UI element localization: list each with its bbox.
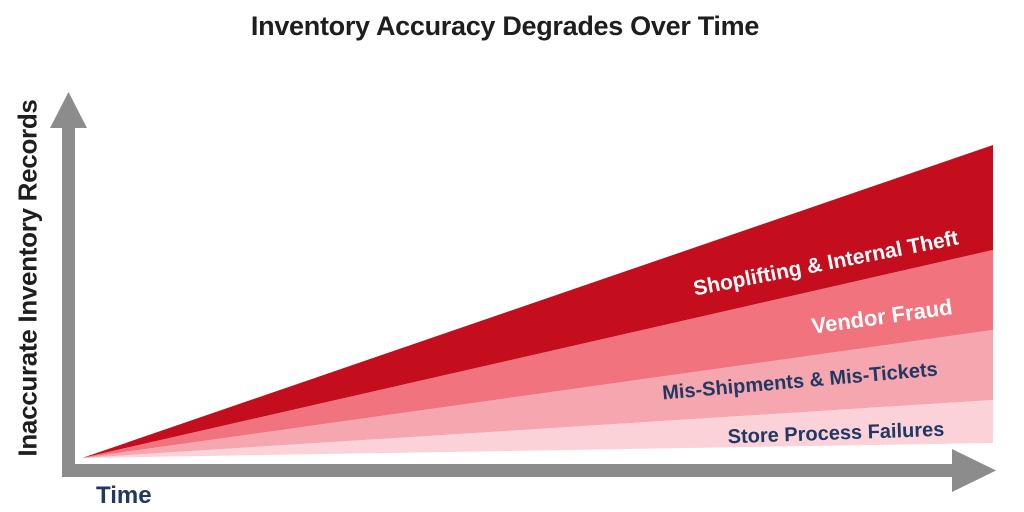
y-axis-arrowhead-icon	[50, 92, 87, 128]
chart-title: Inventory Accuracy Degrades Over Time	[250, 11, 760, 41]
wedge-1	[82, 145, 993, 458]
y-axis-title: Inaccurate Inventory Records	[12, 99, 43, 457]
wedge-bands	[82, 145, 993, 458]
wedge-3	[82, 330, 993, 458]
x-axis-title: Time	[96, 482, 152, 509]
y-axis-line	[62, 122, 75, 477]
wedge-4	[82, 400, 993, 458]
x-axis-line	[62, 464, 955, 477]
wedge-2	[82, 250, 993, 458]
x-axis-arrowhead-icon	[952, 449, 996, 492]
